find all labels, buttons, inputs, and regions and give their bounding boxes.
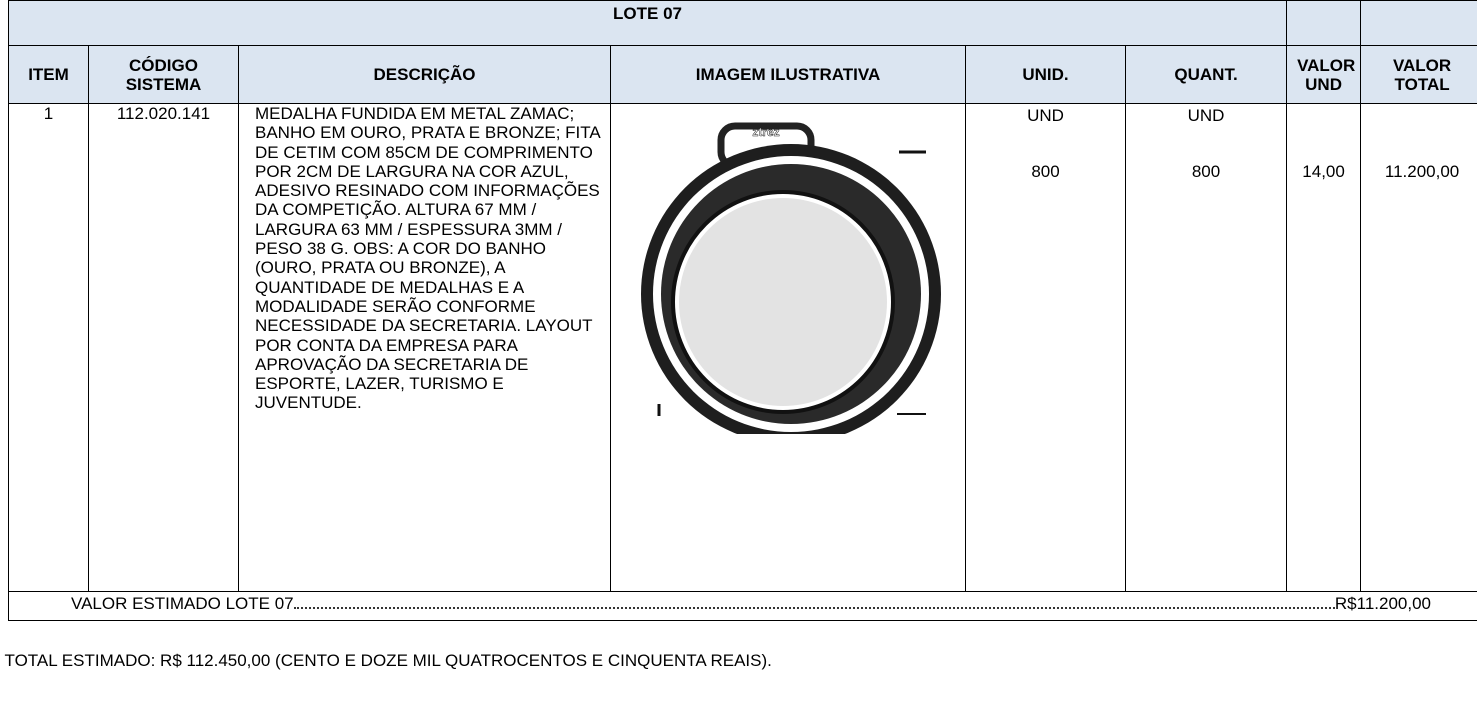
title-row: LOTE 07 — [9, 1, 1477, 46]
total-text: TOTAL ESTIMADO: R$ 112.450,00 (CENTO E D… — [5, 651, 772, 670]
header: VALOR TOTAL — [1361, 46, 1477, 104]
valor-total-value: 11.200,00 — [1365, 162, 1477, 182]
header: CÓDIGO SISTEMA — [89, 46, 239, 104]
header: DESCRIÇÃO — [239, 46, 611, 104]
unid: UND 800 — [966, 104, 1126, 592]
leader-dots — [294, 607, 1335, 609]
header: ITEM — [9, 46, 89, 104]
estimado-value: R$11.200,00 — [1335, 594, 1431, 614]
codigo: 112.020.141 — [89, 104, 239, 592]
medal-image: ztrez — [611, 104, 966, 434]
item-row: 1 112.020.141 MEDALHA FUNDIDA EM METAL Z… — [9, 104, 1477, 592]
lote-title: LOTE 07 — [9, 1, 1287, 46]
quant-value: 800 — [1130, 162, 1282, 182]
header: UNID. — [966, 46, 1126, 104]
estimado-line: VALOR ESTIMADO LOTE 07 R$11.200,00 — [9, 592, 1431, 614]
unid-value: 800 — [970, 162, 1121, 182]
valor-total: 11.200,00 — [1361, 104, 1477, 592]
header: VALOR UND — [1287, 46, 1361, 104]
estimado-cell: VALOR ESTIMADO LOTE 07 R$11.200,00 — [9, 592, 1477, 621]
lote-table: LOTE 07 ITEM CÓDIGO SISTEMA DESCRIÇÃO IM… — [8, 0, 1477, 701]
descricao: MEDALHA FUNDIDA EM METAL ZAMAC; BANHO EM… — [239, 104, 611, 592]
empty-cell — [1287, 1, 1361, 46]
svg-text:ztrez: ztrez — [752, 125, 779, 139]
image-cell: ztrez — [611, 104, 966, 592]
header-row: ITEM CÓDIGO SISTEMA DESCRIÇÃO IMAGEM ILU… — [9, 46, 1477, 104]
estimado-row: VALOR ESTIMADO LOTE 07 R$11.200,00 — [9, 592, 1477, 621]
quant-value: UND — [1130, 106, 1282, 126]
header: IMAGEM ILUSTRATIVA — [611, 46, 966, 104]
valor-und-value: 14,00 — [1291, 162, 1356, 182]
estimado-label: VALOR ESTIMADO LOTE 07 — [71, 594, 294, 614]
valor-und: 14,00 — [1287, 104, 1361, 592]
total: TOTAL ESTIMADO: R$ 112.450,00 (CENTO E D… — [9, 621, 1477, 701]
item: 1 — [9, 104, 89, 592]
unid-value: UND — [970, 106, 1121, 126]
quant: UND 800 — [1126, 104, 1287, 592]
total-row: TOTAL ESTIMADO: R$ 112.450,00 (CENTO E D… — [9, 621, 1477, 701]
header: QUANT. — [1126, 46, 1287, 104]
empty-cell — [1361, 1, 1477, 46]
